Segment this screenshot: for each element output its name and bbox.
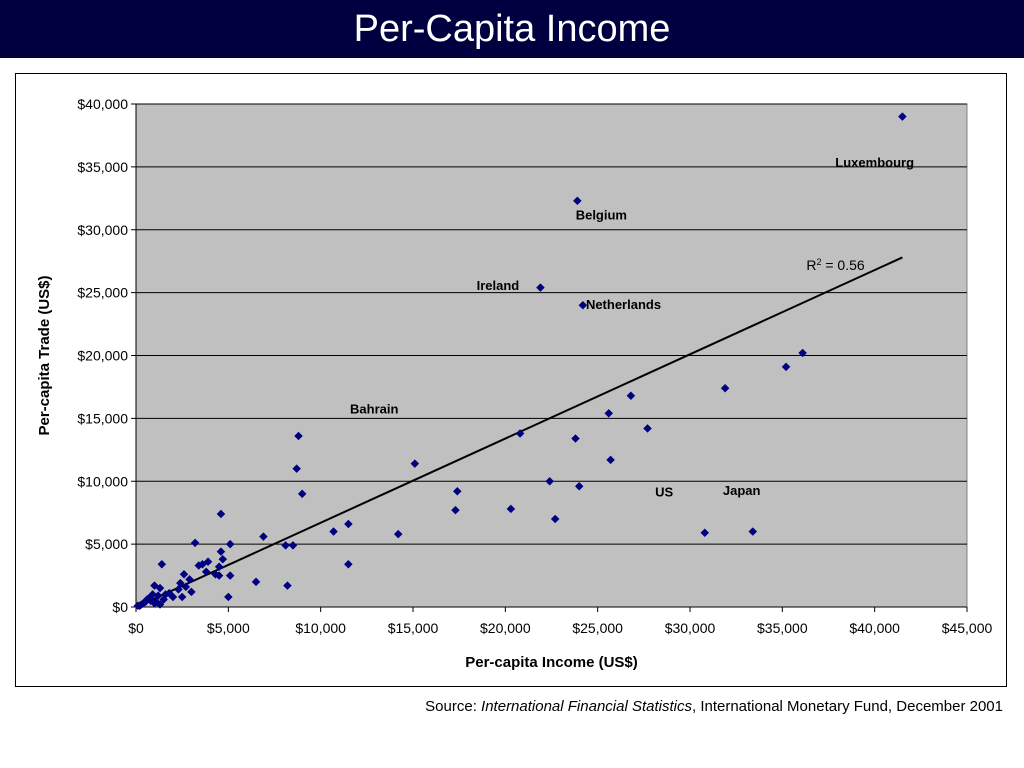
data-point <box>515 429 525 438</box>
data-point <box>157 559 167 569</box>
data-point <box>700 528 710 538</box>
data-point <box>216 547 226 557</box>
point-annotation: Luxembourg <box>835 155 914 170</box>
point-annotation: Japan <box>723 483 761 498</box>
data-point <box>190 538 200 548</box>
scatter-chart: $0 $5,000 $10,000 $15,000 $20,000 $25,000 $30,… <box>36 96 993 671</box>
point-annotation: Bahrain <box>350 401 398 416</box>
y-tick-label: $30,000 <box>77 222 128 238</box>
data-point <box>506 504 516 514</box>
data-point <box>201 567 211 577</box>
data-point <box>251 577 261 587</box>
y-tick-label: $20,000 <box>77 348 128 364</box>
x-tick-label: $5,000 <box>207 620 250 636</box>
data-point <box>225 571 235 580</box>
title-bar: Per-Capita Income <box>0 0 1024 58</box>
data-point <box>898 112 907 121</box>
point-annotation: Netherlands <box>586 297 661 312</box>
data-point <box>174 585 183 594</box>
y-tick-label: $40,000 <box>77 96 128 112</box>
data-point <box>545 476 555 486</box>
y-tick-label: $5,000 <box>85 536 128 552</box>
page-title: Per-Capita Income <box>353 8 671 50</box>
x-tick-label: $20,000 <box>480 620 531 636</box>
data-point <box>344 519 353 529</box>
data-point <box>194 561 204 570</box>
data-point <box>329 527 338 536</box>
source-note: Source: International Financial Statisti… <box>425 698 1003 715</box>
data-point <box>550 514 560 524</box>
data-point <box>451 505 460 515</box>
x-axis-title: Per-capita Income (US$) <box>465 654 638 671</box>
data-point <box>223 592 233 602</box>
data-point <box>177 592 187 602</box>
data-point <box>155 583 165 593</box>
data-point <box>159 595 169 604</box>
r-squared-label: R2 = 0.56 <box>806 257 865 273</box>
point-annotation: Ireland <box>477 278 520 293</box>
point-annotation: Belgium <box>576 208 627 223</box>
data-point <box>179 569 189 579</box>
data-point <box>574 481 584 491</box>
data-point <box>720 383 730 393</box>
data-point <box>344 559 353 569</box>
data-point <box>187 587 196 597</box>
x-tick-label: $25,000 <box>572 620 623 636</box>
data-point <box>536 283 545 292</box>
source-publication: International Financial Statistics <box>481 698 692 715</box>
data-point <box>281 541 290 550</box>
data-point <box>216 509 226 519</box>
y-axis-title: Per-capita Trade (US$) <box>36 275 53 435</box>
data-point <box>292 464 302 474</box>
y-tick-label: $0 <box>112 599 128 615</box>
data-point <box>142 595 152 604</box>
data-point <box>185 574 194 584</box>
x-tick-label: $10,000 <box>295 620 346 636</box>
data-point <box>259 532 268 541</box>
data-point <box>643 424 652 433</box>
data-point <box>283 581 292 590</box>
data-point <box>571 434 580 443</box>
y-tick-label: $15,000 <box>77 410 128 426</box>
data-point <box>748 527 758 536</box>
data-point <box>181 582 191 592</box>
data-point <box>578 300 588 310</box>
data-point <box>798 348 808 358</box>
source-prefix: Source: <box>425 698 482 715</box>
x-tick-label: $45,000 <box>942 620 993 636</box>
data-point <box>393 529 403 539</box>
data-point <box>410 459 420 468</box>
data-point <box>225 539 235 549</box>
data-point <box>288 541 298 550</box>
x-tick-label: $30,000 <box>665 620 716 636</box>
x-tick-label: $0 <box>128 620 144 636</box>
data-point <box>164 588 174 598</box>
data-point <box>572 196 582 206</box>
y-tick-label: $25,000 <box>77 285 128 301</box>
data-point <box>294 431 303 441</box>
data-point <box>626 391 636 401</box>
point-annotation: US <box>655 484 673 499</box>
data-point <box>203 557 213 567</box>
data-point <box>155 600 165 609</box>
data-point <box>604 408 614 418</box>
source-suffix: , International Monetary Fund, December … <box>691 698 1003 715</box>
y-tick-label: $10,000 <box>77 473 128 489</box>
data-point <box>452 486 462 496</box>
x-tick-label: $40,000 <box>849 620 900 636</box>
data-point <box>214 571 224 580</box>
data-point <box>133 601 143 611</box>
data-point <box>606 455 615 465</box>
data-point <box>297 489 307 499</box>
chart-frame: $0 $5,000 $10,000 $15,000 $20,000 $25,000 $30,… <box>15 73 1007 687</box>
data-point <box>214 562 224 572</box>
data-point <box>218 554 228 564</box>
x-tick-label: $35,000 <box>757 620 808 636</box>
y-tick-label: $35,000 <box>77 159 128 175</box>
x-tick-label: $15,000 <box>388 620 439 636</box>
data-point <box>781 362 791 372</box>
